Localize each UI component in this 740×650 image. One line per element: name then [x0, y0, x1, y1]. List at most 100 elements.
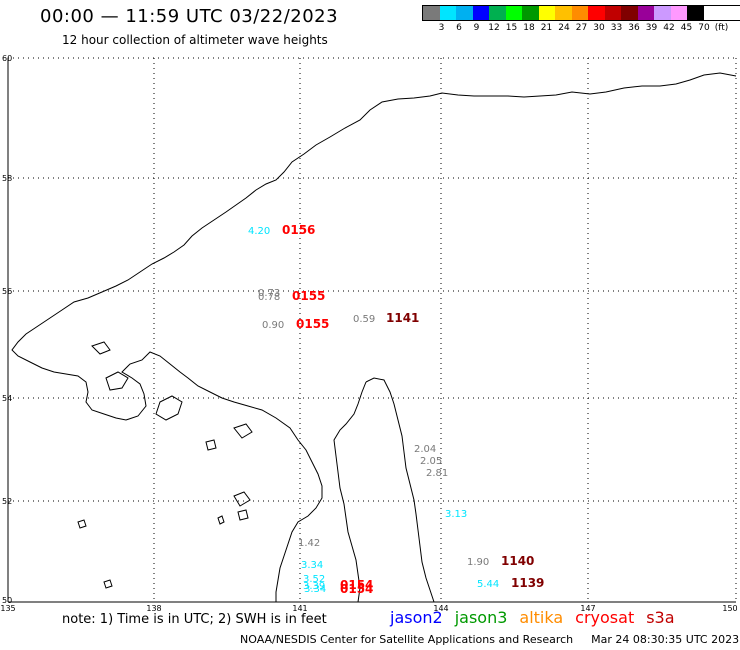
- swh-value: 4.20: [248, 226, 270, 237]
- swh-value: 2.04: [414, 444, 436, 455]
- swh-value: 0.59: [353, 314, 375, 325]
- legend-label: 6: [456, 23, 462, 33]
- legend-swatch: [670, 6, 687, 20]
- credit-timestamp: Mar 24 08:30:35 UTC 2023: [591, 633, 740, 646]
- legend-swatch: [505, 6, 522, 20]
- legend-swatch: [522, 6, 539, 20]
- coastline-island-i: [217, 515, 225, 525]
- legend-swatch: [456, 6, 473, 20]
- legend-swatch: [439, 6, 456, 20]
- obs-time: 0156: [282, 223, 315, 237]
- legend-label: 36: [628, 23, 640, 33]
- lat-label: 54: [2, 394, 12, 403]
- coastline-mainland: [11, 72, 737, 602]
- lat-label: 58: [2, 174, 12, 183]
- swh-value: 1.90: [467, 557, 489, 568]
- legend-swatch: [637, 6, 654, 20]
- obs-time: 1139: [511, 576, 544, 590]
- credit-text: NOAA/NESDIS Center for Satellite Applica…: [240, 633, 574, 646]
- obs-time: 1140: [501, 554, 534, 568]
- obs-time: 0154: [340, 582, 373, 596]
- swh-value: 3.34: [301, 560, 323, 571]
- legend-swatch: [571, 6, 588, 20]
- footer-note: note: 1) Time is in UTC; 2) SWH is in fe…: [62, 612, 327, 627]
- coastline-island-c: [91, 341, 111, 355]
- coastline-sakhalin: [333, 377, 435, 603]
- lat-labels: 60 58 56 54 52 50: [2, 54, 12, 605]
- legend-label: 3: [438, 23, 445, 33]
- legend-label: 45: [680, 23, 693, 33]
- legend-label: 12: [488, 23, 500, 33]
- satellite-s3a: s3a: [646, 608, 675, 627]
- swh-value: 0.90: [262, 320, 284, 331]
- lon-label: 150: [722, 604, 737, 613]
- coastline-island-j: [103, 579, 113, 589]
- legend-label: 70: [698, 23, 710, 33]
- legend-swatch: [555, 6, 572, 20]
- swh-value: 2.05: [420, 456, 442, 467]
- coastline: [11, 72, 737, 603]
- legend-label: 9: [473, 23, 480, 33]
- legend-color-bar: [422, 5, 740, 21]
- coastline-island-d: [233, 423, 253, 439]
- coastline-island-b: [155, 395, 183, 421]
- coastline-island-h: [77, 519, 87, 529]
- swh-value: 3.52: [303, 574, 325, 585]
- coastline-island-a: [105, 371, 129, 391]
- obs-time: 0155: [292, 289, 325, 303]
- legend-labels: 3 6 9 12 15 18 21 24 27 30 33 36 39 42 45 70 (ft): [422, 21, 740, 35]
- swh-value: 1.42: [298, 538, 320, 549]
- legend-label: (ft): [714, 23, 729, 33]
- lat-label: 52: [2, 497, 12, 506]
- legend-label: 27: [575, 23, 588, 33]
- observation-labels: 4.20 0156 0.730.78 0155 0.90 0155 0.59 1141 2.04…: [248, 223, 544, 596]
- legend-swatch: [621, 6, 638, 20]
- footer-credit: NOAA/NESDIS Center for Satellite Applica…: [240, 633, 739, 646]
- swh-value: 0.73: [258, 288, 280, 299]
- swh-value: 3.34: [304, 584, 326, 595]
- lat-label: 60: [2, 54, 12, 63]
- obs-time: 1141: [386, 311, 419, 325]
- legend-label: 15: [505, 23, 518, 33]
- legend-swatch: [588, 6, 605, 20]
- swh-value: 3.39: [303, 581, 325, 592]
- legend-label: 24: [558, 23, 570, 33]
- page-title: 00:00 — 11:59 UTC 03/22/2023: [40, 6, 339, 27]
- lon-label: 144: [433, 604, 448, 613]
- legend-label: 39: [645, 23, 658, 33]
- obs-time: 0154: [340, 578, 373, 592]
- legend-swatch: [604, 6, 621, 20]
- satellite-jason2: jason2: [390, 608, 443, 627]
- lon-label: 138: [146, 604, 161, 613]
- lat-label: 56: [2, 287, 12, 296]
- page-subtitle: 12 hour collection of altimeter wave hei…: [62, 33, 328, 47]
- grid-lines: [8, 57, 737, 602]
- coastline-island-f: [233, 491, 251, 507]
- lon-label: 141: [292, 604, 307, 613]
- lat-label: 50: [2, 596, 12, 605]
- obs-time: 0155: [296, 317, 329, 331]
- coastline-island-e: [205, 439, 217, 451]
- coastline-island-g: [237, 509, 249, 521]
- legend-label: 33: [610, 23, 623, 33]
- satellite-jason3: jason3: [454, 608, 508, 627]
- swh-value: 0.78: [258, 292, 280, 303]
- legend-swatch: [687, 6, 704, 20]
- legend-label: 21: [540, 23, 553, 33]
- legend-swatch: [538, 6, 555, 20]
- lon-labels: 135 138 141 144 147 150: [0, 604, 737, 613]
- swh-value: 2.81: [426, 468, 448, 479]
- color-legend: 3 6 9 12 15 18 21 24 27 30 33 36 39 42 45 70 (ft): [422, 5, 740, 35]
- legend-swatch: [489, 6, 506, 20]
- legend-label: 18: [523, 23, 535, 33]
- lon-label: 147: [580, 604, 595, 613]
- legend-swatch: [654, 6, 671, 20]
- legend-swatch: [472, 6, 489, 20]
- legend-label: 30: [593, 23, 605, 33]
- swh-value: 3.13: [445, 509, 467, 520]
- lon-label: 135: [0, 604, 15, 613]
- legend-label: 42: [663, 23, 675, 33]
- satellite-cryosat: cryosat: [575, 608, 635, 627]
